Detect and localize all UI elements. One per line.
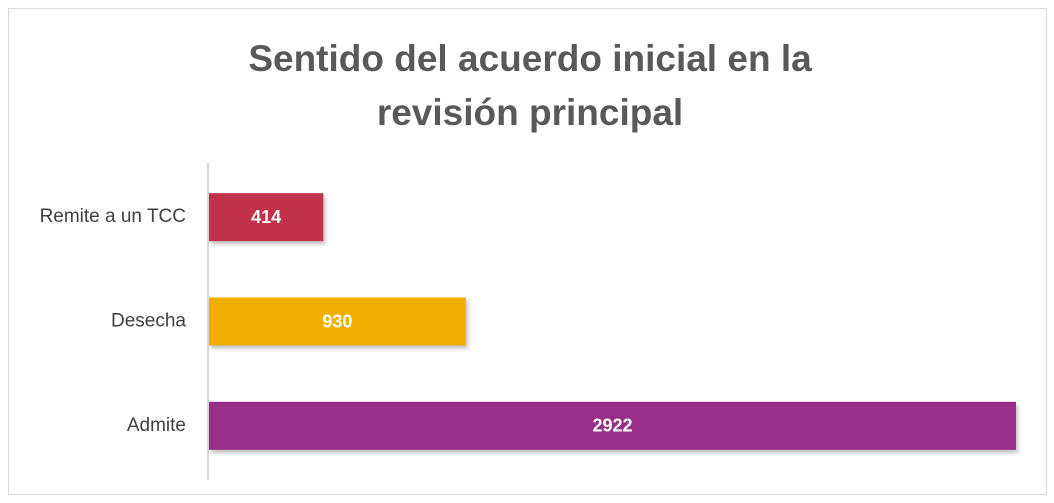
y-tick-label: Admite <box>127 415 186 436</box>
y-tick-label: Desecha <box>111 311 186 332</box>
y-tick-label: Remite a un TCC <box>40 206 186 227</box>
bar <box>209 193 324 242</box>
chart-title: Sentido del acuerdo inicial en la revisi… <box>248 38 812 133</box>
chart-border <box>8 8 1047 495</box>
data-label: 930 <box>322 311 352 331</box>
data-label: 414 <box>251 207 281 227</box>
data-label: 2922 <box>592 416 632 436</box>
bar <box>209 297 466 346</box>
bar <box>209 401 1016 450</box>
